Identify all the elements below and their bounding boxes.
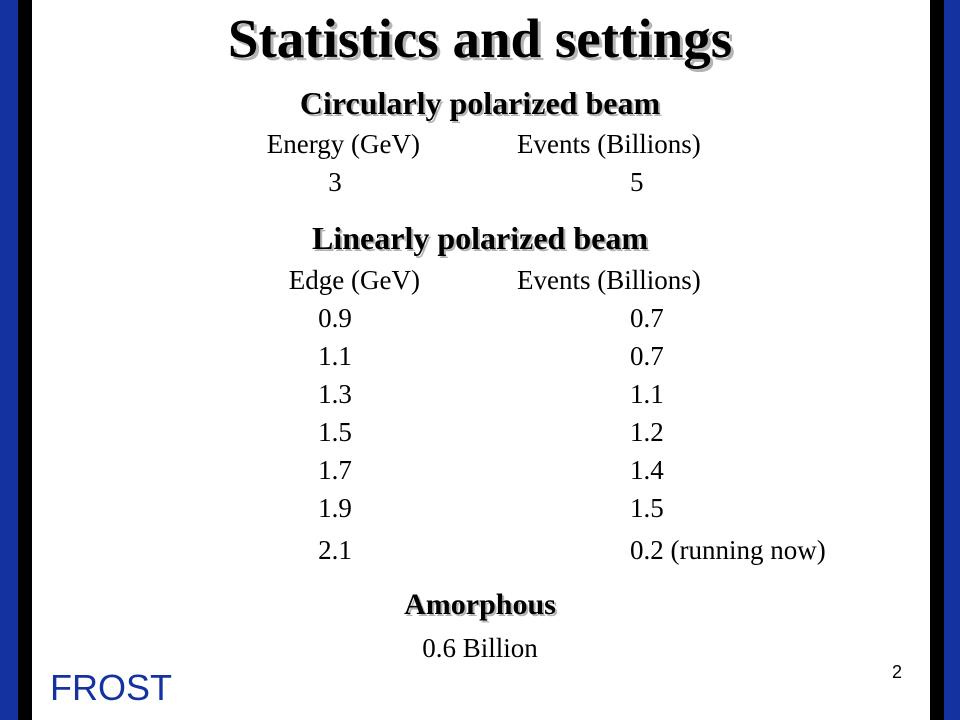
linear-col2-header: Events (Billions) [517,265,701,295]
right-black-border [930,0,944,720]
linear-row-events: 0.7 [630,303,664,333]
slide-title: Statistics and settings [227,8,733,69]
circular-row-energy: 3 [328,167,342,197]
page-number: 2 [891,662,902,682]
circular-col2-header: Events (Billions) [517,129,701,159]
linear-row-edge: 1.3 [318,379,352,409]
linear-row-events: 0.2 (running now) [630,535,826,565]
linear-row-edge: 1.9 [318,493,352,523]
left-blue-border [0,0,18,720]
linear-row-events: 0.7 [630,341,664,371]
linear-row-edge: 1.1 [318,341,352,371]
right-blue-border [944,0,960,720]
linear-row-edge: 0.9 [318,303,352,333]
linear-row-edge: 2.1 [318,535,352,565]
circular-col1-header: Energy (GeV) [266,129,420,159]
circular-heading: Circularly polarized beam [299,85,661,121]
left-black-border [18,0,32,720]
amorphous-heading: Amorphous [404,588,556,621]
linear-col1-header: Edge (GeV) [288,265,420,295]
circular-row-events: 5 [630,167,644,197]
linear-row-events: 1.5 [630,493,664,523]
linear-row-edge: 1.7 [318,455,352,485]
linear-row-events: 1.1 [630,379,664,409]
frost-logo-text: FROST [50,667,172,708]
linear-row-edge: 1.5 [318,417,352,447]
linear-row-events: 1.2 [630,417,664,447]
linear-heading: Linearly polarized beam [312,220,648,256]
linear-row-events: 1.4 [630,455,664,485]
amorphous-value: 0.6 Billion [422,633,538,663]
